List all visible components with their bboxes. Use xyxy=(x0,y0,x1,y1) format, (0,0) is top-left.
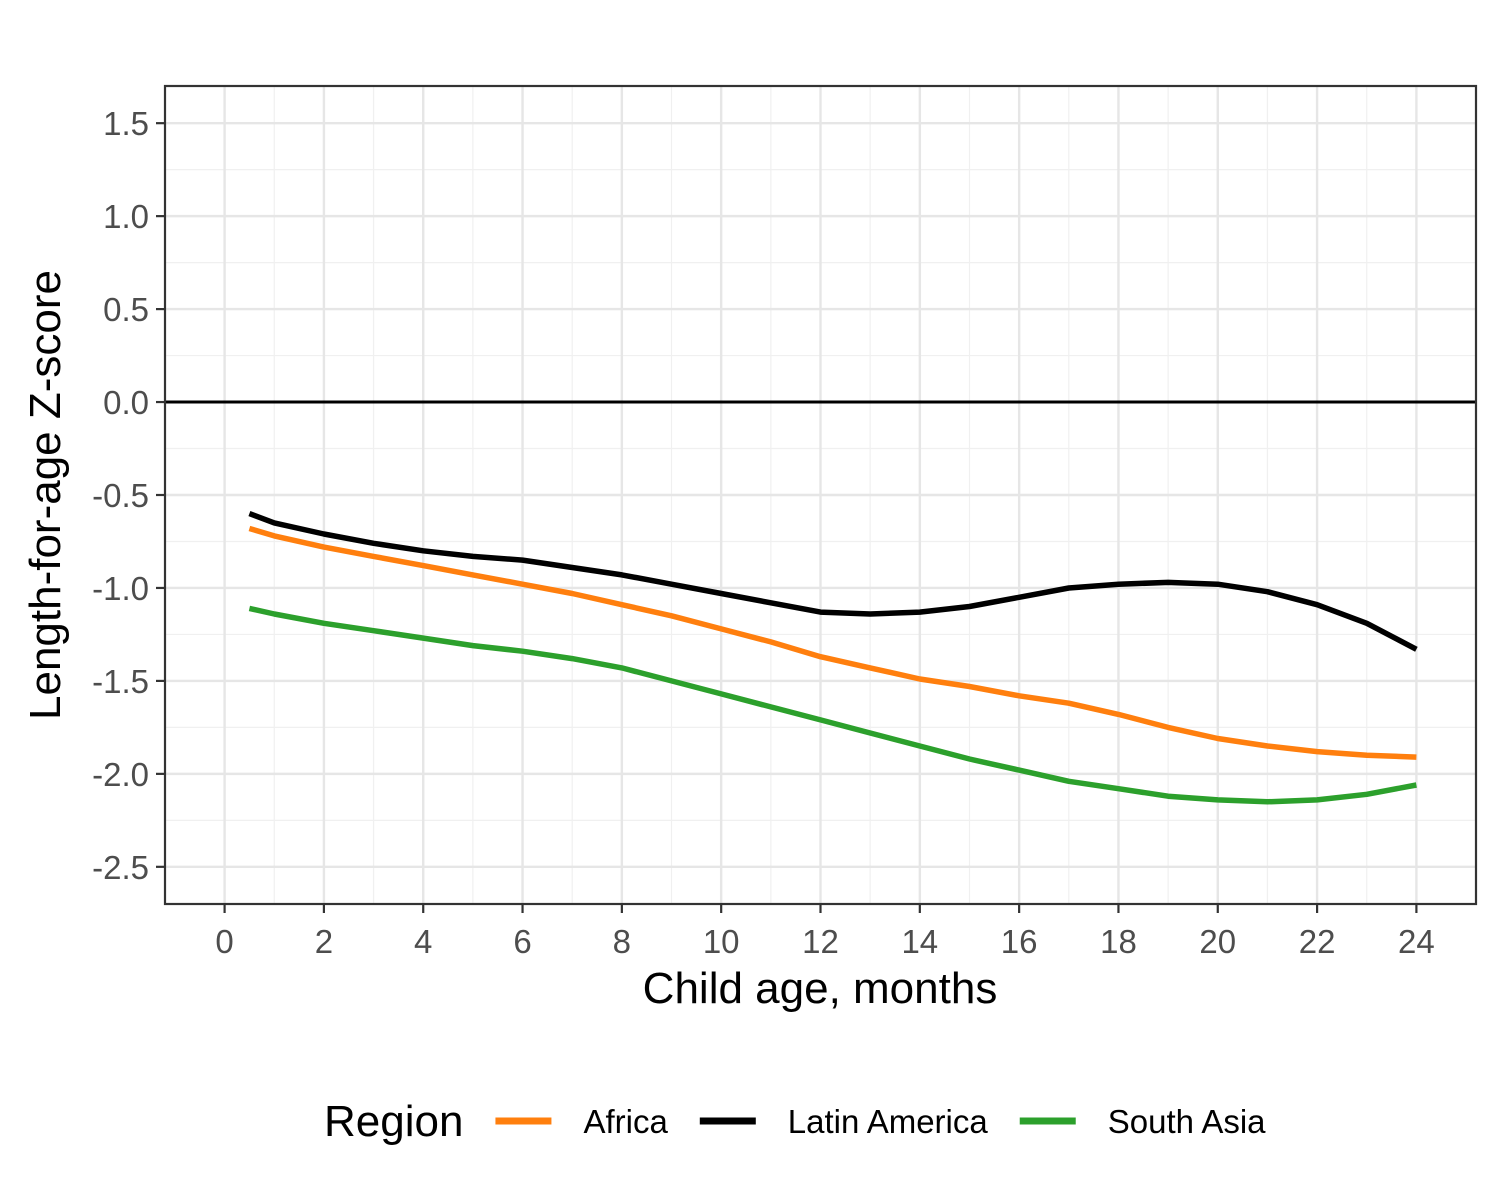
x-tick-label: 8 xyxy=(613,923,631,960)
legend-title: Region xyxy=(324,1097,463,1146)
y-axis-title: Length-for-age Z-score xyxy=(21,270,70,720)
legend: Region Africa Latin America South Asia xyxy=(324,1097,1266,1146)
x-axis-title: Child age, months xyxy=(643,964,998,1013)
plot-panel xyxy=(163,84,1478,906)
series-line-latin-america xyxy=(248,511,1418,652)
x-tick-label: 22 xyxy=(1299,923,1336,960)
y-axis: 1.5 1.0 0.5 0.0 -0.5 -1.0 -1.5 -2.0 -2.5 xyxy=(92,105,165,886)
x-tick-label: 0 xyxy=(215,923,233,960)
x-axis: 0 2 4 6 8 10 12 14 16 18 20 22 24 xyxy=(215,904,1435,960)
legend-label-latin-america: Latin America xyxy=(788,1103,989,1140)
x-tick-label: 18 xyxy=(1100,923,1137,960)
x-tick-label: 12 xyxy=(802,923,839,960)
y-tick-label: -2.5 xyxy=(92,849,149,886)
legend-label-africa: Africa xyxy=(583,1103,668,1140)
y-tick-label: 1.5 xyxy=(103,105,149,142)
y-tick-label: 1.0 xyxy=(103,198,149,235)
x-tick-label: 10 xyxy=(703,923,740,960)
x-tick-label: 20 xyxy=(1199,923,1236,960)
x-tick-label: 16 xyxy=(1001,923,1038,960)
y-tick-label: 0.5 xyxy=(103,291,149,328)
x-tick-label: 14 xyxy=(901,923,938,960)
y-tick-label: -1.5 xyxy=(92,663,149,700)
y-tick-label: -1.0 xyxy=(92,570,149,607)
x-tick-label: 2 xyxy=(315,923,333,960)
y-tick-label: -0.5 xyxy=(92,477,149,514)
series-line-africa xyxy=(248,525,1417,760)
series-lines xyxy=(165,400,1476,805)
x-tick-label: 4 xyxy=(414,923,432,960)
x-tick-label: 6 xyxy=(513,923,531,960)
y-tick-label: -2.0 xyxy=(92,756,149,793)
y-tick-label: 0.0 xyxy=(103,384,149,421)
series-line-south-asia xyxy=(248,605,1417,805)
legend-label-south-asia: South Asia xyxy=(1108,1103,1266,1140)
x-tick-label: 24 xyxy=(1398,923,1435,960)
